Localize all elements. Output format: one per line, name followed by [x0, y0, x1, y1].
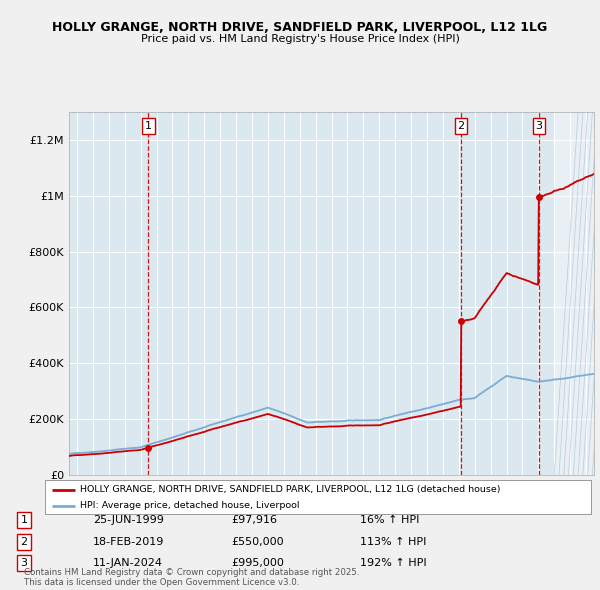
Text: Contains HM Land Registry data © Crown copyright and database right 2025.
This d: Contains HM Land Registry data © Crown c… [24, 568, 359, 587]
Text: HPI: Average price, detached house, Liverpool: HPI: Average price, detached house, Live… [80, 501, 300, 510]
Text: 113% ↑ HPI: 113% ↑ HPI [360, 537, 427, 546]
Text: £97,916: £97,916 [231, 516, 277, 525]
Text: 18-FEB-2019: 18-FEB-2019 [93, 537, 164, 546]
Text: 11-JAN-2024: 11-JAN-2024 [93, 558, 163, 568]
Text: 2: 2 [20, 537, 28, 546]
Text: £995,000: £995,000 [231, 558, 284, 568]
Text: HOLLY GRANGE, NORTH DRIVE, SANDFIELD PARK, LIVERPOOL, L12 1LG (detached house): HOLLY GRANGE, NORTH DRIVE, SANDFIELD PAR… [80, 486, 501, 494]
Text: 16% ↑ HPI: 16% ↑ HPI [360, 516, 419, 525]
Text: 1: 1 [145, 121, 152, 131]
Text: 3: 3 [20, 558, 28, 568]
Text: 25-JUN-1999: 25-JUN-1999 [93, 516, 164, 525]
Text: 1: 1 [20, 516, 28, 525]
Text: 2: 2 [457, 121, 464, 131]
Text: £550,000: £550,000 [231, 537, 284, 546]
Text: HOLLY GRANGE, NORTH DRIVE, SANDFIELD PARK, LIVERPOOL, L12 1LG: HOLLY GRANGE, NORTH DRIVE, SANDFIELD PAR… [52, 21, 548, 34]
Text: 3: 3 [535, 121, 542, 131]
Text: 192% ↑ HPI: 192% ↑ HPI [360, 558, 427, 568]
Text: Price paid vs. HM Land Registry's House Price Index (HPI): Price paid vs. HM Land Registry's House … [140, 34, 460, 44]
